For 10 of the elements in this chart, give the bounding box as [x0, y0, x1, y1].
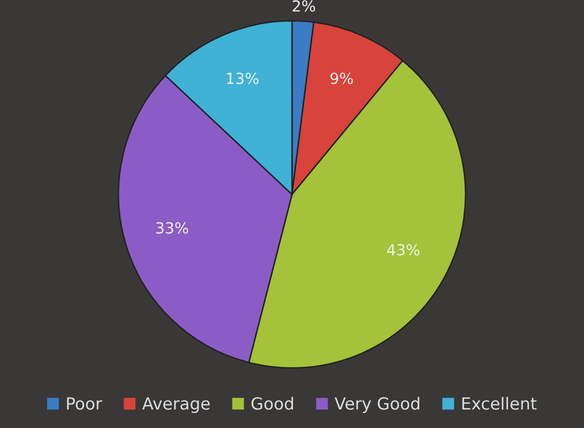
legend-label: Average [142, 397, 210, 413]
legend-label: Excellent [462, 396, 536, 410]
data-label: 13% [227, 72, 259, 84]
legend-label: Very Good [334, 396, 420, 413]
legend-label: Good [252, 396, 293, 410]
data-label: 9% [330, 72, 353, 84]
data-label: 33% [156, 222, 188, 234]
legend-label: Poor [67, 397, 102, 410]
data-label: 2% [292, 0, 316, 12]
data-label: 43% [387, 244, 420, 256]
